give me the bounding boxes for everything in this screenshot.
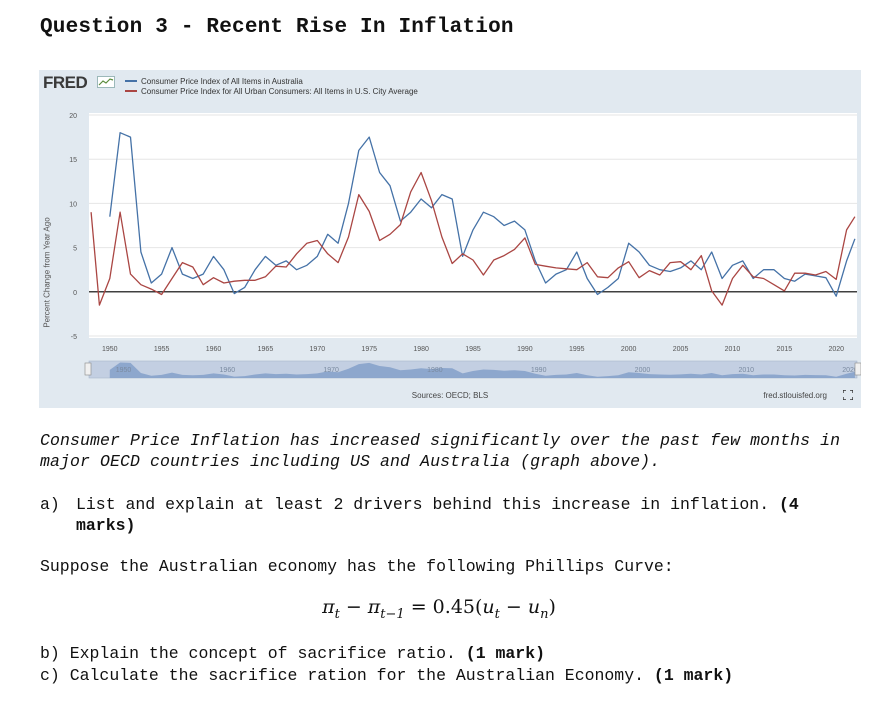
x-tick-label: 2005: [673, 346, 689, 353]
phillips-intro: Suppose the Australian economy has the f…: [40, 557, 674, 576]
legend-label: Consumer Price Index for All Urban Consu…: [141, 86, 418, 96]
navigator-label: 1960: [220, 367, 236, 374]
navigator-label: 1970: [323, 367, 339, 374]
legend-swatch: [125, 80, 137, 82]
question-a: a) List and explain at least 2 drivers b…: [40, 494, 860, 536]
intro-paragraph: Consumer Price Inflation has increased s…: [40, 431, 841, 471]
legend-swatch: [125, 90, 137, 92]
fred-logo[interactable]: FRED: [43, 73, 88, 92]
navigator-handle-right[interactable]: [854, 362, 861, 376]
question-b-text: Explain the concept of sacrifice ratio.: [69, 644, 456, 663]
question-b-label: b): [40, 644, 60, 663]
y-axis-label: Percent Change from Year Ago: [42, 217, 52, 328]
fullscreen-icon[interactable]: [843, 390, 853, 400]
navigator-label: 1980: [427, 367, 443, 374]
x-tick-label: 1970: [310, 346, 326, 353]
y-tick-label: 10: [69, 201, 77, 208]
y-tick-label: -5: [71, 334, 77, 341]
navigator-area: [109, 362, 855, 378]
y-tick-label: 15: [69, 157, 77, 164]
question-b: b) Explain the concept of sacrifice rati…: [40, 643, 733, 665]
navigator-label: 2010: [738, 367, 754, 374]
plot-area: [89, 113, 857, 338]
phillips-curve-formula: πt − πt−1 = 0.45(ut − un): [322, 596, 556, 622]
x-tick-label: 1980: [413, 346, 429, 353]
x-tick-label: 2020: [828, 346, 844, 353]
x-tick-label: 2010: [725, 346, 741, 353]
legend-item[interactable]: Consumer Price Index of All Items in Aus…: [125, 76, 418, 86]
y-tick-label: 5: [73, 246, 77, 253]
series-line: [109, 132, 856, 297]
sources-note: Sources: OECD; BLS: [411, 391, 489, 400]
fred-chart-panel: 20 15 10 5 0 -5 1950 1955 1960 1965 1970 1975 1980 19…: [39, 70, 861, 408]
x-tick-label: 1955: [154, 346, 170, 353]
fred-graph-icon: [97, 76, 115, 88]
y-tick-label: 20: [69, 113, 77, 120]
question-a-marks: (4 marks): [76, 495, 799, 535]
question-a-text: List and explain at least 2 drivers behi…: [76, 495, 799, 535]
legend-label: Consumer Price Index of All Items in Aus…: [141, 76, 303, 86]
x-tick-label: 1985: [465, 346, 481, 353]
question-a-label: a): [40, 495, 60, 514]
x-tick-label: 1995: [569, 346, 585, 353]
chart-legend: Consumer Price Index of All Items in Aus…: [125, 76, 418, 96]
x-tick-label: 2000: [621, 346, 637, 353]
question-c: c) Calculate the sacrifice ration for th…: [40, 665, 733, 687]
question-c-text: Calculate the sacrifice ration for the A…: [69, 666, 645, 685]
x-tick-label: 1990: [517, 346, 533, 353]
x-tick-label: 2015: [777, 346, 793, 353]
navigator-label: 2000: [635, 367, 651, 374]
navigator-label: 1950: [116, 367, 132, 374]
question-b-marks: (1 mark): [465, 644, 546, 663]
x-tick-label: 1965: [258, 346, 274, 353]
x-tick-label: 1975: [361, 346, 377, 353]
question-heading: Question 3 - Recent Rise In Inflation: [40, 16, 514, 39]
fred-credit-link[interactable]: fred.stlouisfed.org: [763, 391, 827, 400]
legend-item[interactable]: Consumer Price Index for All Urban Consu…: [125, 86, 418, 96]
question-c-label: c): [40, 666, 60, 685]
question-c-marks: (1 mark): [653, 666, 734, 685]
series-line: [90, 171, 856, 306]
y-tick-label: 0: [73, 290, 77, 297]
navigator-label: 2020: [842, 367, 858, 374]
x-tick-label: 1960: [206, 346, 222, 353]
x-tick-label: 1950: [102, 346, 118, 353]
questions-bc: b) Explain the concept of sacrifice rati…: [40, 643, 733, 687]
navigator-label: 1990: [531, 367, 547, 374]
navigator-handle-left[interactable]: [84, 362, 92, 376]
